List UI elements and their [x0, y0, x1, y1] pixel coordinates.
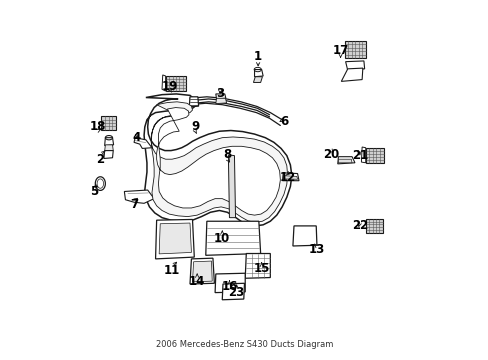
Text: 8: 8	[223, 148, 231, 161]
Polygon shape	[159, 223, 191, 254]
Polygon shape	[282, 173, 298, 181]
Polygon shape	[228, 155, 235, 218]
Polygon shape	[104, 145, 113, 151]
Polygon shape	[222, 283, 244, 300]
Text: 5: 5	[90, 185, 99, 198]
Text: 18: 18	[90, 121, 106, 134]
Polygon shape	[124, 190, 154, 203]
Polygon shape	[338, 159, 351, 163]
Polygon shape	[215, 273, 244, 293]
Polygon shape	[144, 94, 291, 226]
Text: 14: 14	[188, 275, 205, 288]
Polygon shape	[253, 77, 262, 82]
Polygon shape	[165, 76, 186, 91]
Text: 6: 6	[280, 116, 288, 129]
Text: 3: 3	[216, 87, 224, 100]
Polygon shape	[205, 221, 260, 255]
Polygon shape	[345, 61, 364, 71]
Polygon shape	[344, 41, 365, 58]
Polygon shape	[284, 176, 297, 179]
Polygon shape	[156, 108, 280, 215]
Text: 10: 10	[214, 231, 230, 244]
Text: 20: 20	[323, 148, 339, 161]
Polygon shape	[192, 261, 212, 282]
Text: 1: 1	[254, 50, 262, 63]
Text: 4: 4	[133, 131, 141, 144]
Text: 12: 12	[280, 171, 296, 184]
Text: 19: 19	[162, 80, 178, 93]
Polygon shape	[337, 157, 354, 164]
Text: 15: 15	[253, 262, 269, 275]
Polygon shape	[215, 94, 225, 99]
Text: 2: 2	[96, 153, 104, 166]
Polygon shape	[215, 98, 226, 104]
Text: 11: 11	[163, 264, 180, 277]
Polygon shape	[361, 147, 365, 163]
Text: 17: 17	[332, 44, 348, 57]
Polygon shape	[162, 75, 165, 91]
Polygon shape	[189, 97, 198, 107]
Polygon shape	[134, 138, 152, 148]
Polygon shape	[244, 253, 270, 278]
Polygon shape	[292, 226, 316, 246]
Text: 13: 13	[308, 243, 325, 256]
Text: 9: 9	[190, 121, 199, 134]
Polygon shape	[365, 148, 383, 163]
Text: 16: 16	[221, 280, 237, 293]
Text: 2006 Mercedes-Benz S430 Ducts Diagram: 2006 Mercedes-Benz S430 Ducts Diagram	[156, 339, 332, 348]
Text: 22: 22	[351, 219, 367, 233]
Polygon shape	[365, 219, 382, 233]
Polygon shape	[104, 150, 113, 158]
Polygon shape	[104, 138, 113, 145]
Polygon shape	[341, 68, 362, 81]
Polygon shape	[151, 102, 287, 222]
Polygon shape	[254, 69, 263, 77]
Text: 23: 23	[228, 287, 244, 300]
Text: 7: 7	[130, 198, 138, 211]
Polygon shape	[190, 258, 214, 284]
Text: 21: 21	[351, 149, 367, 162]
Polygon shape	[155, 220, 194, 259]
Polygon shape	[101, 116, 116, 130]
